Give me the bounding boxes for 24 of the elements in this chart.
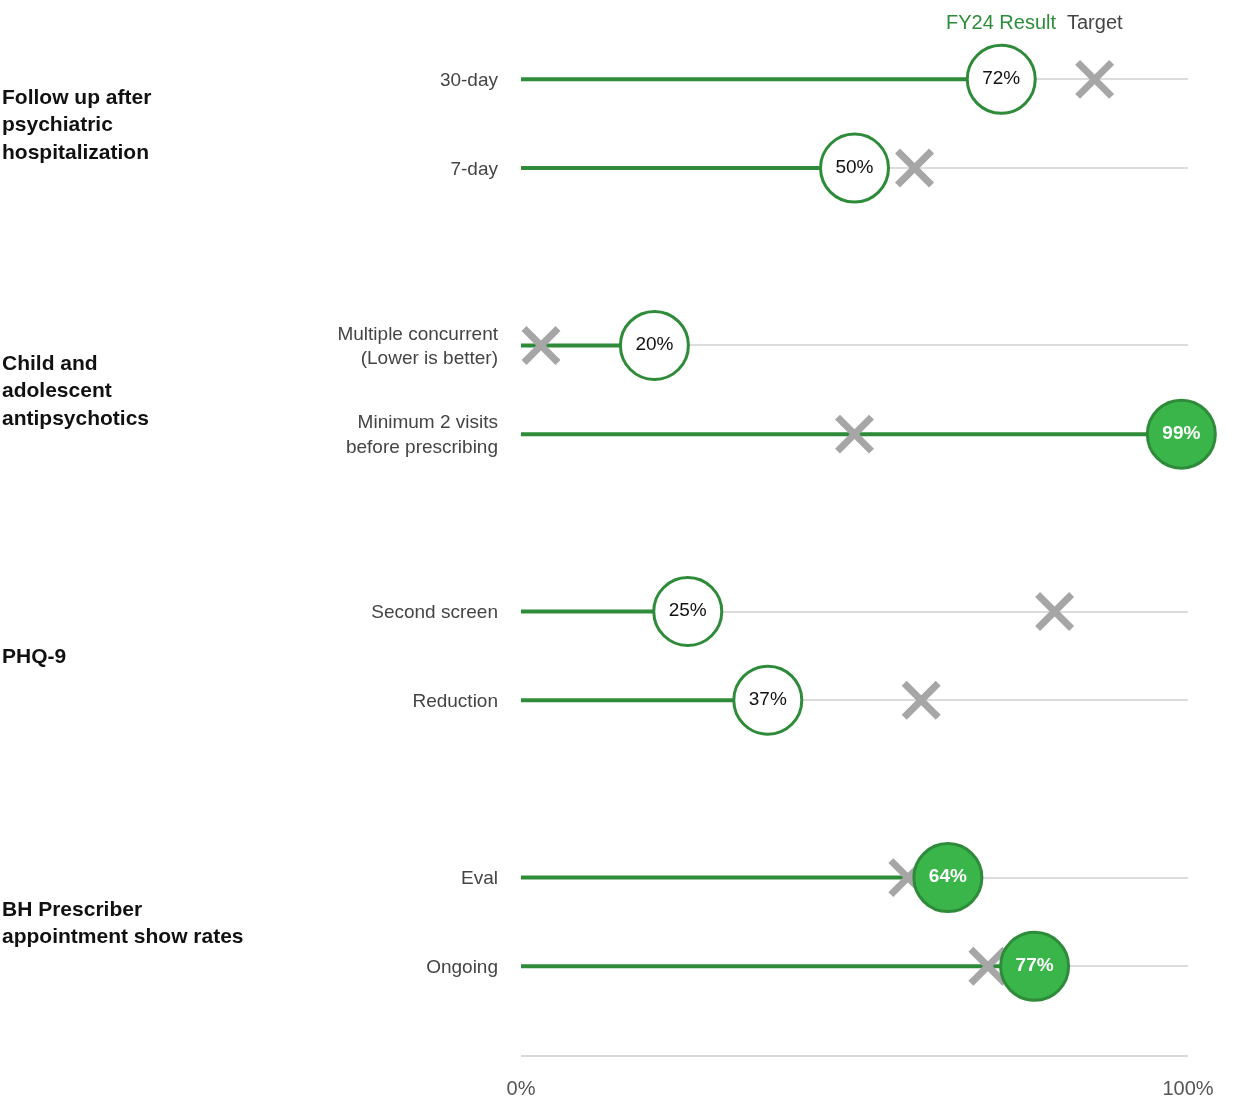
series-label: Target [1067,11,1124,33]
data-label: 72% [982,67,1021,89]
data-label: 77% [1015,954,1054,976]
y-tick-label: Eval [461,867,498,889]
series-label: FY24 Result [946,11,1057,33]
data-label: 64% [928,865,967,887]
y-tick-label: Second screen [371,601,498,623]
text: Child and adolescent antipsychotics [2,351,150,429]
y-tick-label: Minimum 2 visits before prescribing [345,411,498,458]
text: PHQ-9 [2,644,67,667]
x-tick-label: 100% [1162,1077,1214,1099]
data-label: 99% [1162,421,1201,443]
data-label: 37% [748,687,787,709]
y-tick-label: Ongoing [426,955,498,977]
x-tick-label: 0% [506,1077,536,1099]
data-label: 25% [668,599,707,621]
data-label: 20% [635,333,674,355]
y-tick-label: 7-day [450,157,499,179]
data-label: 50% [835,155,874,177]
y-tick-label: 30-day [439,69,499,90]
y-tick-label: Reduction [412,689,498,711]
y-tick-label: Multiple concurrent (Lower is better) [337,322,499,369]
text: Follow up after psychiatric hospitalization [2,85,152,163]
text: BH Prescriber appointment show rates [2,897,244,948]
